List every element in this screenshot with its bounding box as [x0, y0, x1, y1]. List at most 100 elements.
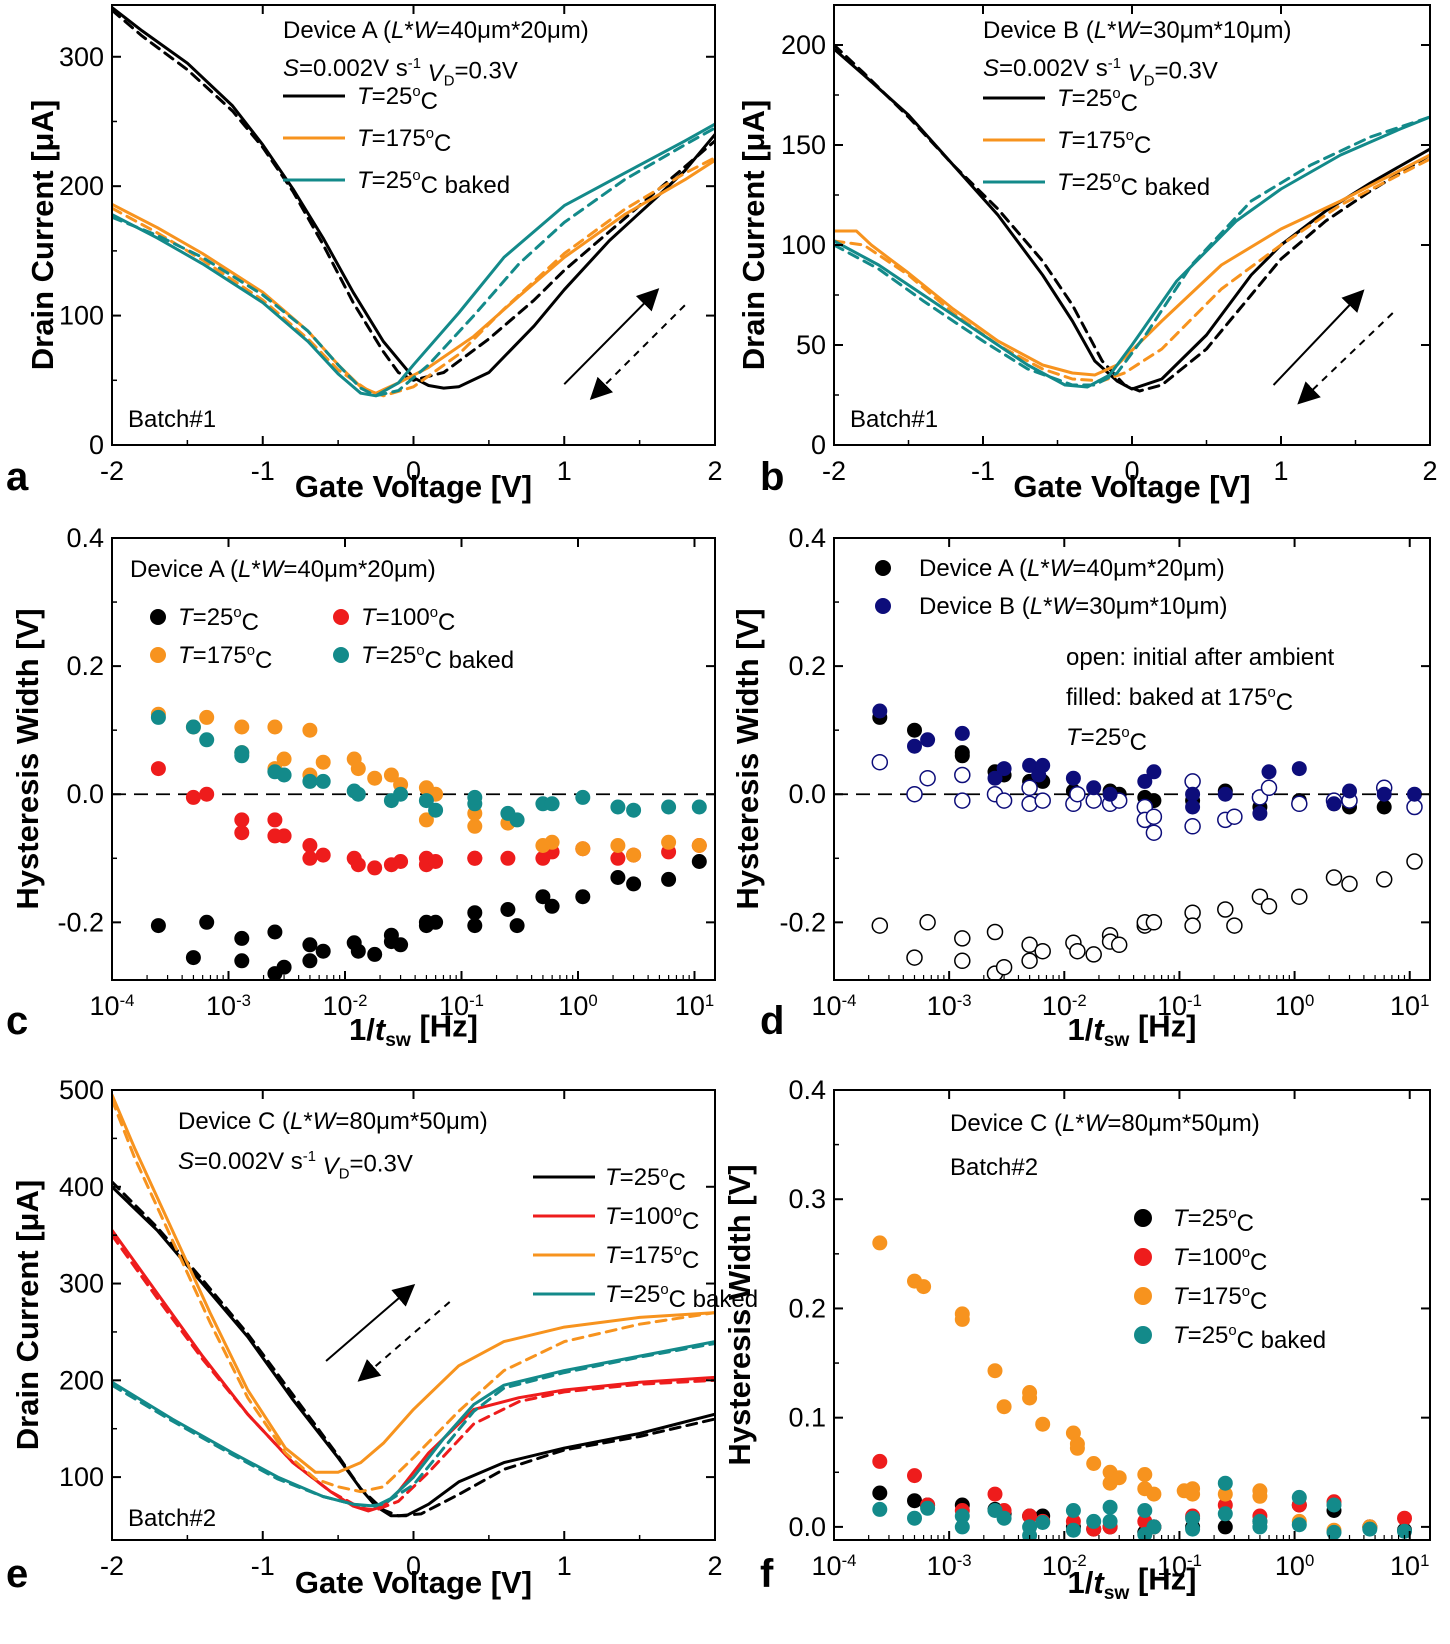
x-tick-label: 2 [707, 1551, 722, 1581]
data-point [575, 789, 591, 805]
legend-entry: T=175oC [283, 125, 451, 157]
data-point [199, 786, 215, 802]
reverse-sweep-arrow [357, 1301, 451, 1382]
data-point [661, 871, 677, 887]
legend-label: T=100oC [605, 1203, 699, 1235]
data-point [350, 943, 366, 959]
forward-sweep-arrow [1272, 289, 1365, 386]
data-point [467, 850, 483, 866]
data-point [1260, 898, 1278, 915]
data-point [1145, 808, 1163, 825]
data-point [954, 952, 971, 970]
legend-label: T=25oC baked [357, 167, 510, 199]
series-line [834, 115, 1430, 389]
data-point [276, 828, 292, 844]
y-axis-title: Hysteresis Width [V] [730, 608, 765, 909]
x-tick-label: -1 [971, 456, 995, 486]
data-point [1146, 764, 1162, 780]
data-point [1086, 780, 1102, 796]
legend-entry: T=25oC baked [983, 169, 1210, 201]
y-tick-label: 0.3 [788, 1184, 826, 1214]
data-point [509, 918, 525, 934]
series-line [834, 43, 1430, 393]
data-point [1034, 942, 1051, 960]
x-tick-label: 2 [1422, 456, 1437, 486]
data-point [350, 786, 366, 802]
x-tick-label: 10-1 [1157, 1551, 1202, 1581]
series-line [112, 1342, 715, 1508]
data-point [1252, 1519, 1268, 1535]
data-point [907, 738, 922, 754]
data-point [1326, 1497, 1342, 1513]
data-point [919, 769, 936, 787]
data-point [1137, 1503, 1153, 1518]
data-point [691, 799, 707, 815]
data-point [1291, 1489, 1307, 1505]
data-point [987, 770, 1003, 786]
data-point [1407, 786, 1422, 802]
data-point [199, 709, 215, 725]
y-tick-label: 200 [59, 1365, 104, 1395]
data-point [302, 953, 318, 969]
data-point [661, 799, 677, 815]
data-point [185, 950, 201, 966]
info-text-line: S=0.002V s-1 VD=0.3V [283, 55, 518, 89]
data-point [626, 876, 642, 892]
data-point [302, 850, 318, 866]
data-point [954, 1508, 970, 1524]
data-point [234, 930, 250, 946]
series-line [112, 126, 715, 398]
x-tick-label: 10-3 [927, 991, 972, 1021]
data-point [267, 719, 283, 735]
x-tick-label: -2 [822, 456, 846, 486]
info-text-line: T=25oC [1066, 724, 1147, 756]
y-tick-label: 0 [89, 430, 104, 460]
data-point [544, 834, 560, 850]
data-point [575, 841, 591, 857]
series-line [112, 1233, 715, 1512]
data-point [1069, 942, 1086, 960]
legend-label: T=25oC baked [605, 1281, 758, 1313]
x-tick-label: 10-4 [812, 1551, 857, 1581]
legend-label: T=175oC [178, 642, 272, 674]
data-point [916, 1279, 932, 1295]
legend-swatch [333, 609, 349, 625]
data-point [315, 754, 331, 770]
legend-label: Device B (L*W=30μm*10μm) [919, 593, 1227, 620]
data-point [691, 854, 707, 869]
data-point [393, 937, 409, 953]
data-point [691, 838, 707, 853]
data-point [1022, 1528, 1038, 1540]
data-point [954, 748, 970, 764]
x-tick-label: 101 [1390, 1551, 1429, 1581]
data-point [234, 953, 250, 969]
data-point [906, 949, 923, 966]
legend-label: T=100oC [361, 604, 455, 636]
data-point [544, 796, 560, 812]
data-point [907, 1510, 922, 1526]
legend-entry: T=100oC [333, 604, 455, 636]
panel-letter: f [760, 1552, 774, 1596]
data-point [1102, 1513, 1118, 1529]
data-point [996, 1399, 1012, 1415]
legend-label: T=25oC [1057, 85, 1138, 117]
data-point [185, 789, 201, 805]
series-line [834, 153, 1430, 377]
data-point [872, 703, 888, 719]
data-point [954, 930, 971, 947]
y-tick-label: 200 [781, 30, 826, 60]
legend-swatch [875, 560, 891, 576]
legend-label: T=175oC [1173, 1283, 1267, 1315]
data-point [1342, 783, 1357, 799]
x-tick-label: 101 [675, 991, 714, 1021]
data-point [302, 722, 318, 738]
data-point [1022, 1385, 1038, 1400]
data-point [1326, 1524, 1342, 1540]
y-tick-label: -0.2 [779, 907, 826, 937]
data-point [199, 914, 215, 930]
data-point [1184, 773, 1201, 790]
data-point [954, 1519, 970, 1535]
x-tick-label: 10-2 [323, 991, 368, 1021]
x-tick-label: -1 [251, 1551, 275, 1581]
